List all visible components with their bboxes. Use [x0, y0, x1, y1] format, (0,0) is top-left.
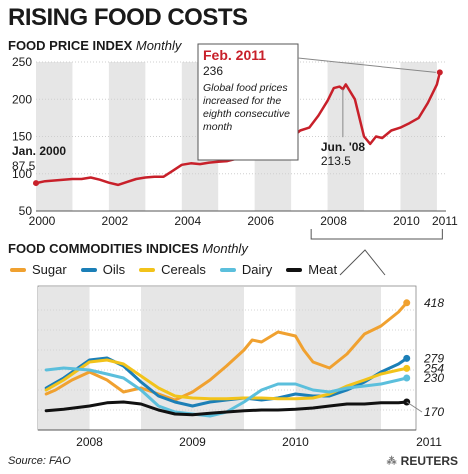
reuters-brand: REUTERS	[400, 454, 458, 468]
panel2-subtitle: Monthly	[202, 241, 248, 256]
y-tick-label: 100	[12, 167, 32, 181]
legend-item-dairy: Dairy	[219, 262, 273, 277]
annotation-jan2000-label: Jan. 2000	[12, 144, 66, 158]
x-tick-label: 2006	[247, 214, 274, 228]
series-end-marker	[403, 374, 411, 382]
x-tick-label: 2000	[29, 214, 56, 228]
end-label: 418	[424, 296, 444, 310]
reuters-dots-icon: ⁂	[386, 455, 397, 467]
annotation-jan2000-value: 87.5	[12, 159, 36, 173]
series-end-marker	[403, 299, 411, 307]
x-tick-label: 2011	[416, 435, 442, 449]
y-tick-label: 200	[12, 92, 32, 106]
panel2-title: FOOD COMMODITIES INDICES Monthly	[8, 241, 248, 256]
food-price-index-chart: 50 100 150 200 250 2000 2002 2004 2006 2008 2010 20…	[12, 43, 458, 240]
legend-swatch	[80, 267, 97, 272]
y-tick-label: 50	[19, 204, 33, 218]
legend-swatch	[219, 267, 236, 272]
x-tick-label: 2008	[76, 435, 103, 449]
end-label: 279	[423, 351, 444, 365]
legend-swatch	[139, 267, 156, 272]
legend-label: Oils	[102, 262, 126, 277]
callout-tail	[339, 249, 386, 276]
annotation-feb2011-label: Feb. 2011	[203, 47, 266, 63]
commodities-legend: Sugar Oils Cereals Dairy Meat	[10, 262, 337, 277]
series-line-sugar	[44, 301, 409, 402]
legend-item-cereals: Cereals	[139, 262, 206, 277]
end-label: 230	[423, 371, 444, 385]
annotation-jun08-label: Jun. '08	[321, 140, 366, 154]
x-tick-label: 2011	[432, 214, 458, 228]
fpi-marker-1	[436, 69, 443, 76]
annotation-feb2011-note-line: month	[203, 121, 232, 133]
legend-label: Meat	[308, 262, 338, 277]
series-line-cereals	[44, 358, 409, 401]
x-tick-label: 2002	[102, 214, 129, 228]
end-label: 254	[423, 361, 444, 375]
legend-swatch	[286, 267, 303, 272]
x-tick-label: 2004	[174, 214, 201, 228]
legend-item-oils: Oils	[80, 262, 126, 277]
legend-item-sugar: Sugar	[10, 262, 67, 277]
zoom-bracket	[310, 229, 443, 240]
x-tick-label: 2009	[179, 435, 206, 449]
end-label-leader	[406, 401, 423, 413]
legend-label: Dairy	[241, 262, 273, 277]
panel1-title: FOOD PRICE INDEX Monthly	[8, 38, 181, 53]
legend-item-meat: Meat	[286, 262, 337, 277]
panel2-title-text: FOOD COMMODITIES INDICES	[8, 241, 199, 256]
x-tick-label: 2010	[393, 214, 420, 228]
annotation-feb2011-value: 236	[203, 64, 223, 78]
shade-band-5	[400, 62, 437, 211]
series-line-dairy	[44, 366, 409, 418]
series-end-marker	[403, 354, 411, 362]
feb2011-leader	[297, 57, 436, 73]
annotation-feb2011-note-line: Global food prices	[203, 82, 288, 94]
legend-label: Cereals	[161, 262, 206, 277]
source-note: Source: FAO	[8, 455, 71, 467]
series-line-meat	[44, 400, 409, 417]
y-tick-label: 150	[12, 130, 32, 144]
legend-label: Sugar	[32, 262, 67, 277]
panel1-subtitle: Monthly	[135, 38, 182, 53]
x-tick-label: 2008	[320, 214, 347, 228]
page-title: RISING FOOD COSTS	[8, 4, 248, 31]
annotation-jun08-value: 213.5	[321, 154, 351, 168]
x-tick-label: 2010	[282, 435, 309, 449]
fpi-marker-0	[33, 180, 39, 187]
end-label: 170	[424, 405, 444, 419]
reuters-logo: ⁂ REUTERS	[387, 454, 458, 468]
legend-swatch	[10, 267, 26, 272]
y-tick-label: 250	[12, 55, 32, 69]
annotation-feb2011-note-line: eighth consecutive	[203, 108, 290, 120]
annotation-feb2011-note-line: increased for the	[203, 95, 281, 107]
series-end-marker	[403, 364, 411, 372]
panel1-title-text: FOOD PRICE INDEX	[8, 38, 133, 53]
feb2011-callout-box	[197, 43, 299, 161]
